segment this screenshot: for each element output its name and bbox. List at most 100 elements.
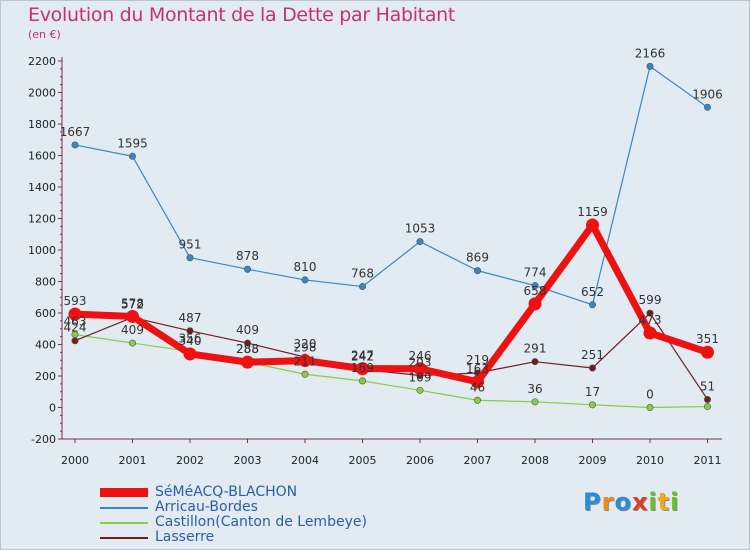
data-label-3: 51 (700, 379, 715, 393)
y-tick-label: 1200 (28, 213, 56, 226)
y-tick-label: 0 (49, 402, 56, 415)
data-label-0: 247 (351, 349, 374, 363)
legend-label-lasserre: Lasserre (155, 529, 215, 545)
data-label-3: 320 (294, 337, 317, 351)
series-point-1 (358, 283, 366, 291)
data-label-1: 2166 (635, 46, 666, 60)
series-point-3 (646, 309, 654, 317)
series-point-0 (356, 362, 369, 376)
legend-item-arricau[interactable]: Arricau-Bordes (100, 500, 367, 515)
series-point-0 (413, 362, 427, 376)
data-label-1: 652 (581, 285, 604, 299)
line-chart: -200 0 200 400 600 800 1000 1200 1400 1600 1800 200… (28, 46, 723, 467)
series-point-1 (531, 282, 539, 290)
series-point-2 (416, 386, 424, 394)
x-tick-label: 2009 (579, 454, 607, 467)
series-point-1 (129, 152, 137, 160)
series-point-0 (68, 307, 82, 321)
series-point-3 (244, 339, 252, 347)
series-point-2 (588, 401, 596, 409)
data-label-2: 409 (121, 323, 144, 337)
data-label-2: 46 (470, 380, 485, 394)
data-label-1: 1667 (60, 125, 91, 139)
series-line-3 (74, 312, 708, 400)
data-label-2: 169 (351, 361, 374, 375)
series-point-3 (186, 327, 194, 335)
data-label-0: 288 (236, 342, 259, 356)
data-label-3: 251 (581, 348, 604, 362)
legend-swatch-lasserre (100, 537, 148, 539)
x-tick-label: 2001 (119, 454, 147, 467)
data-label-2: 211 (294, 354, 317, 368)
series-point-0 (471, 375, 484, 389)
y-tick-label: 400 (35, 339, 56, 352)
data-label-0: 163 (466, 362, 489, 376)
data-label-0: 593 (64, 294, 87, 308)
data-label-0: 351 (696, 332, 719, 346)
data-label-3: 572 (121, 297, 144, 311)
logo-letter: P (583, 488, 602, 516)
data-label-3: 219 (466, 353, 489, 367)
y-tick-label: 200 (35, 370, 56, 383)
y-tick-label: 1400 (28, 181, 56, 194)
legend-item-castillon[interactable]: Castillon(Canton de Lembeye) (100, 515, 367, 530)
series-point-0 (126, 309, 139, 323)
series-point-2 (358, 377, 366, 385)
series-point-1 (703, 103, 711, 111)
x-tick-label: 2011 (694, 454, 722, 467)
data-label-1: 1906 (692, 87, 723, 101)
y-tick-label: -200 (31, 433, 56, 446)
legend-item-semeacq[interactable]: SéMéACQ-BLACHON (100, 485, 367, 500)
series-point-0 (701, 345, 714, 359)
legend-label-arricau: Arricau-Bordes (155, 499, 258, 515)
x-tick-label: 2006 (406, 454, 434, 467)
data-label-1: 1053 (405, 222, 436, 236)
x-tick-label: 2008 (521, 454, 549, 467)
x-tick-label: 2004 (291, 454, 319, 467)
legend-swatch-castillon (100, 522, 148, 524)
y-tick-label: 2200 (28, 55, 56, 68)
proxiti-logo: Proxiti (583, 488, 679, 516)
logo-letter: r (601, 488, 615, 516)
series-point-2 (646, 403, 654, 411)
series-point-0 (643, 326, 657, 340)
series-point-3 (71, 337, 79, 345)
data-label-1: 768 (351, 267, 374, 281)
data-label-2: 17 (585, 385, 600, 399)
data-label-2: 463 (64, 315, 87, 329)
data-label-2: 109 (409, 370, 432, 384)
data-label-2: 288 (236, 342, 259, 356)
legend-label-castillon: Castillon(Canton de Lembeye) (155, 514, 367, 530)
series-point-0 (528, 297, 542, 311)
data-label-0: 658 (524, 284, 547, 298)
data-label-3: 424 (64, 321, 87, 335)
data-label-3: 291 (524, 342, 547, 356)
data-label-3: 409 (236, 323, 259, 337)
series-line-0 (74, 221, 709, 386)
series-point-0 (298, 354, 312, 368)
data-label-1: 1595 (117, 136, 148, 150)
series-point-1 (71, 141, 79, 149)
series-point-0 (183, 347, 197, 361)
data-label-1: 869 (466, 251, 489, 265)
legend-swatch-semeacq (100, 488, 148, 497)
series-point-1 (646, 62, 654, 70)
series-point-2 (301, 370, 309, 378)
chart-title: Evolution du Montant de la Dette par Hab… (28, 4, 456, 26)
logo-letter: x (631, 488, 649, 516)
data-label-2: 356 (179, 331, 202, 345)
series-point-1 (416, 238, 424, 246)
series-point-2 (531, 398, 539, 406)
data-label-3: 599 (639, 293, 662, 307)
y-tick-label: 1000 (28, 244, 56, 257)
y-tick-label: 600 (35, 307, 56, 320)
x-tick-label: 2007 (464, 454, 492, 467)
logo-letter: i (670, 488, 680, 516)
series-point-1 (244, 265, 252, 273)
x-tick-label: 2010 (636, 454, 664, 467)
series-point-1 (301, 276, 309, 284)
x-tick-label: 2003 (234, 454, 262, 467)
legend-item-lasserre[interactable]: Lasserre (100, 530, 367, 545)
data-label-1: 878 (236, 249, 259, 263)
